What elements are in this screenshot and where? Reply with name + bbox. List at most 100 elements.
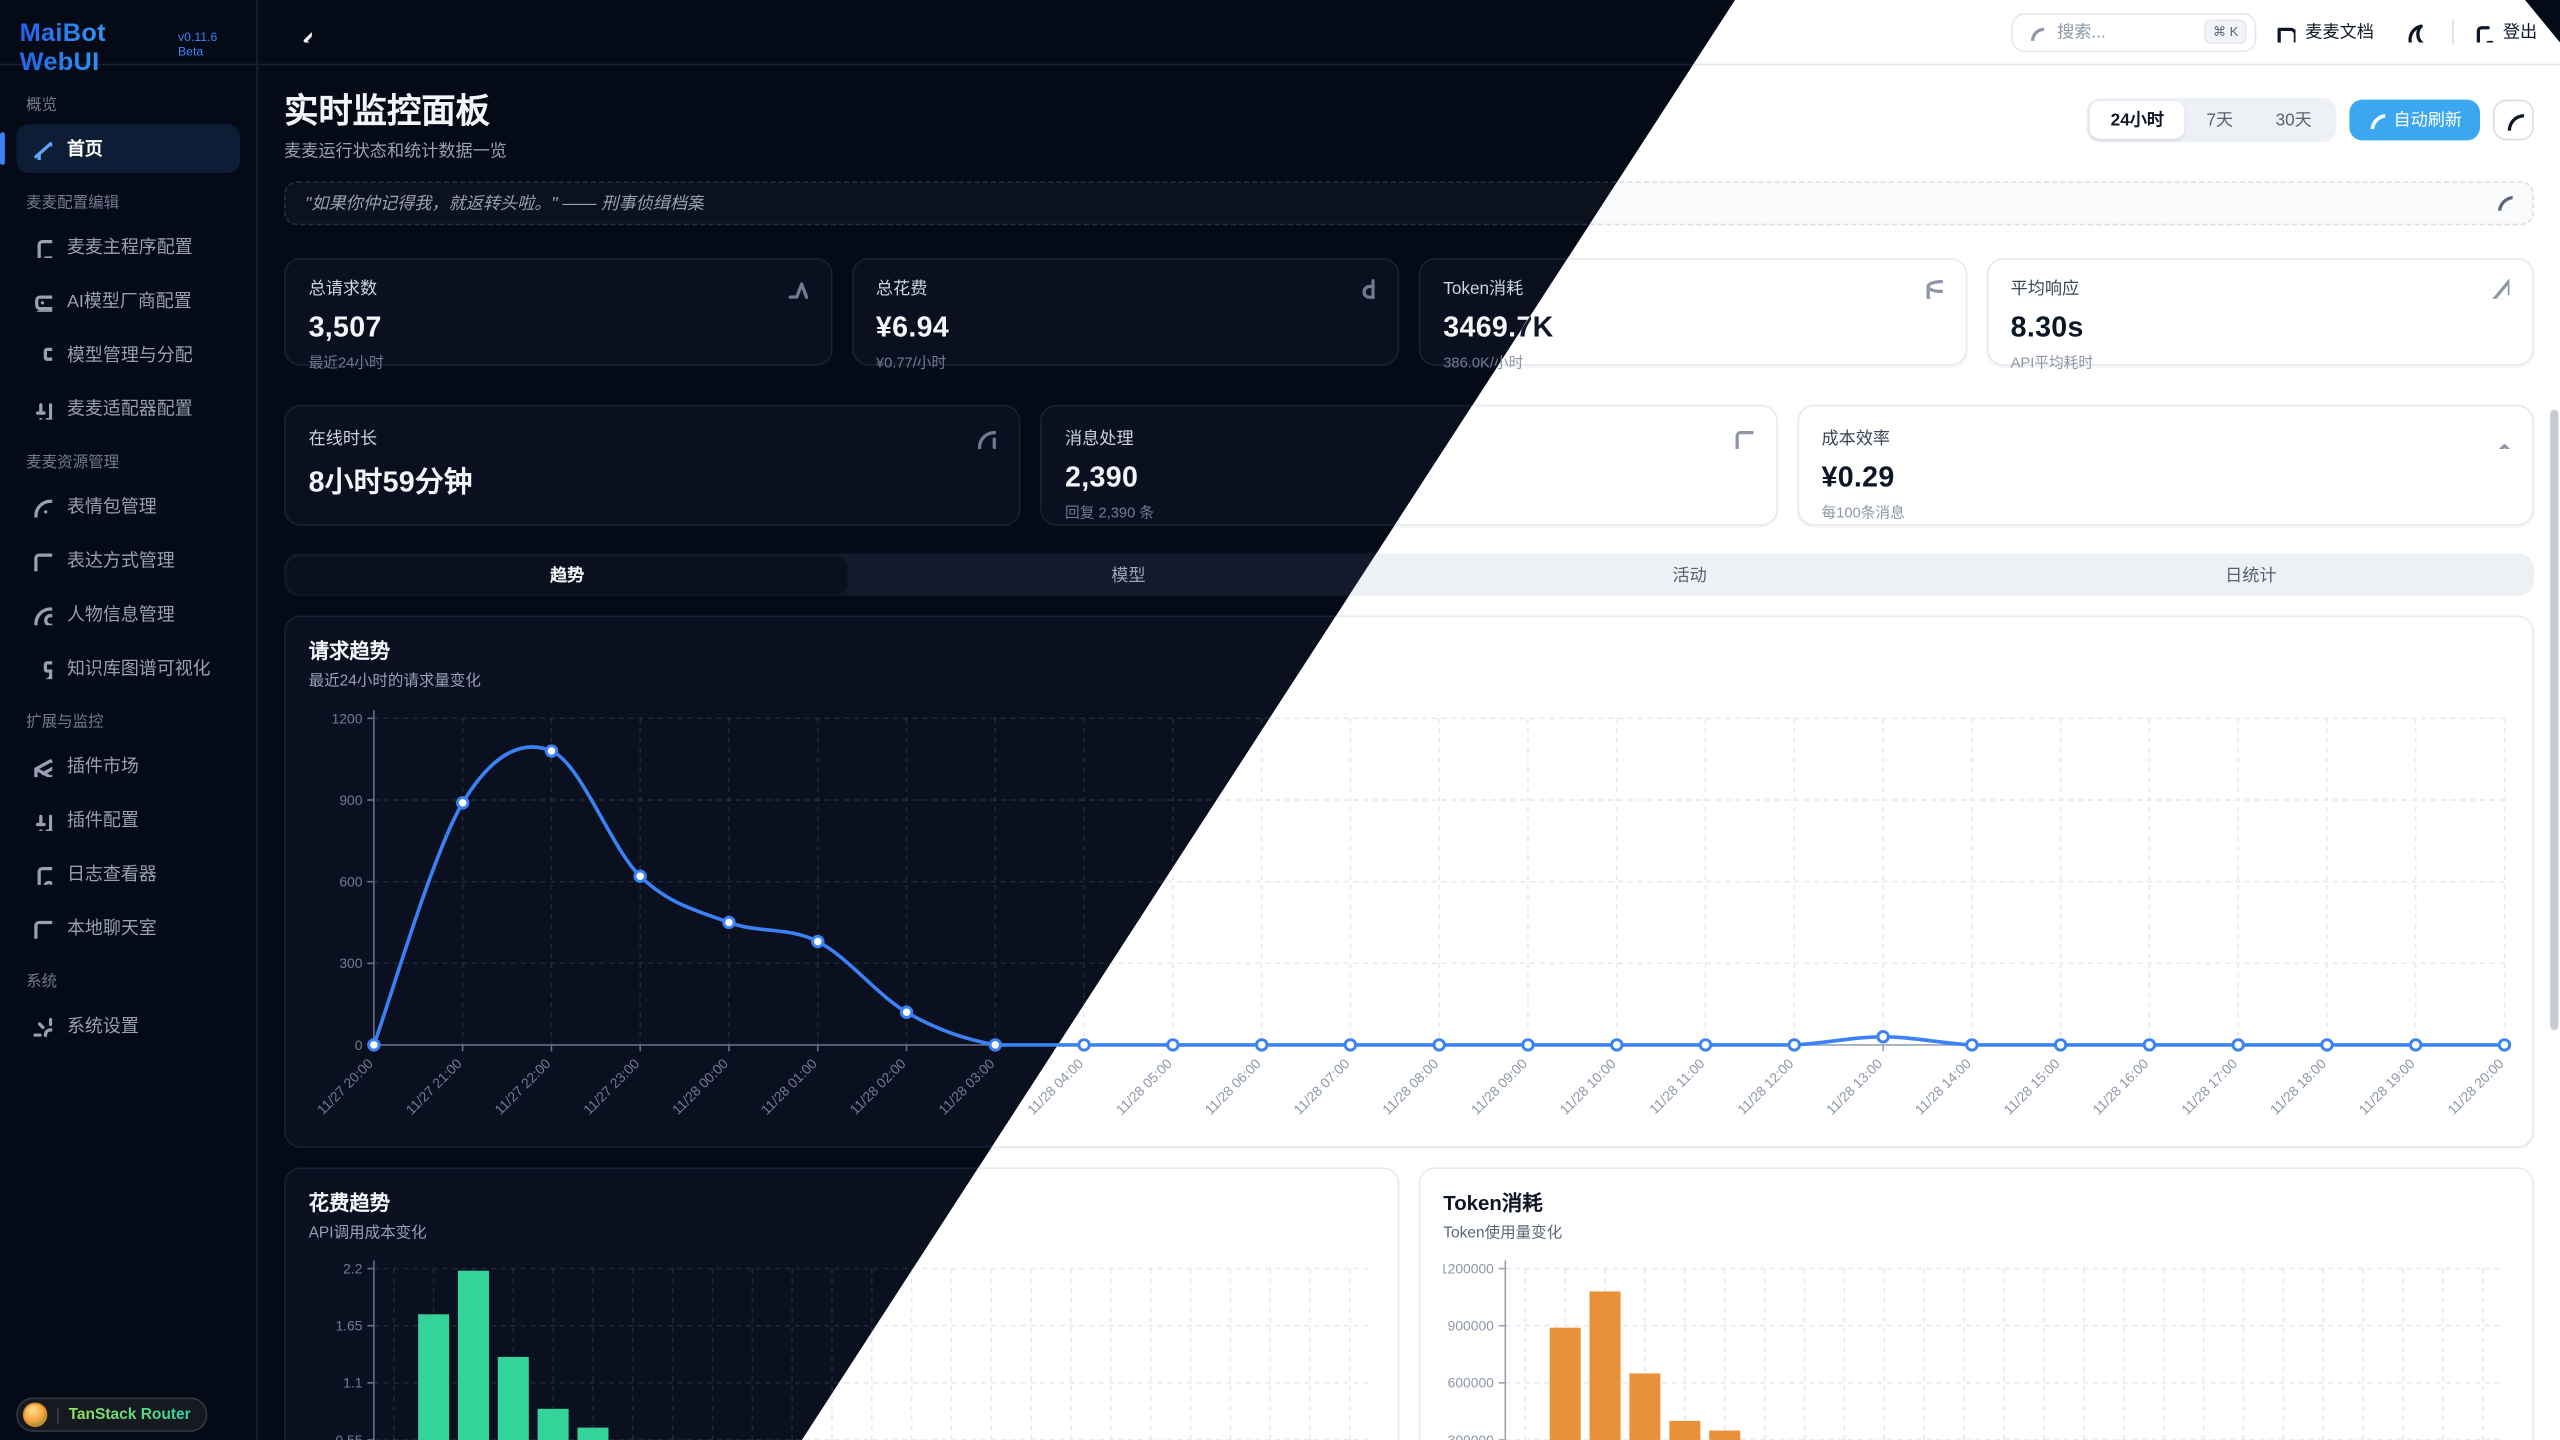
- sidebar-item-emoji-management[interactable]: 表情包管理: [16, 482, 240, 531]
- svg-text:300: 300: [339, 955, 362, 971]
- nav-group-config: 麦麦配置编辑: [26, 194, 120, 213]
- tanstack-router-devtools-badge[interactable]: TanStack Router: [16, 1397, 208, 1432]
- stat-sub: 每100条消息: [1821, 504, 1905, 521]
- svg-text:0: 0: [355, 1037, 363, 1053]
- docs-label: 麦麦文档: [2305, 22, 2374, 43]
- sidebar-item-label: 本地聊天室: [66, 919, 157, 939]
- svg-text:300000: 300000: [1448, 1432, 1495, 1440]
- svg-text:600: 600: [339, 874, 362, 890]
- sidebar-item-label: 人物信息管理: [66, 605, 175, 626]
- stat-label: 平均响应: [2010, 279, 2080, 299]
- user-circle-icon: [34, 606, 53, 625]
- auto-refresh-button[interactable]: 自动刷新: [2349, 99, 2480, 141]
- logout-button[interactable]: 登出: [2473, 20, 2537, 44]
- svg-text:11/27 21:00: 11/27 21:00: [402, 1055, 465, 1118]
- sidebar-item-system-settings[interactable]: 系统设置: [16, 1001, 240, 1050]
- svg-text:11/28 00:00: 11/28 00:00: [669, 1055, 732, 1118]
- sidebar-item-label: 麦麦主程序配置: [66, 238, 193, 258]
- sidebar-item-adapter-config[interactable]: 麦麦适配器配置: [16, 384, 240, 433]
- sidebar-item-label: 麦麦适配器配置: [66, 400, 193, 420]
- tab-activity[interactable]: 活动: [1672, 565, 1707, 586]
- sidebar-item-person-info[interactable]: 人物信息管理: [16, 589, 240, 638]
- svg-text:900000: 900000: [1448, 1318, 1495, 1334]
- logout-label: 登出: [2502, 22, 2538, 43]
- stat-label: 成本效率: [1821, 429, 1891, 449]
- boxes-icon: [35, 346, 53, 365]
- svg-text:11/28 17:00: 11/28 17:00: [2178, 1055, 2241, 1118]
- collapse-sidebar-button[interactable]: [281, 12, 320, 51]
- search-input[interactable]: [2053, 20, 2195, 44]
- svg-text:11/28 16:00: 11/28 16:00: [2089, 1055, 2152, 1118]
- chart-subtitle: API调用成本变化: [308, 1224, 427, 1243]
- theme-toggle-button[interactable]: [2393, 12, 2432, 51]
- sidebar-item-label: 系统设置: [66, 1017, 139, 1037]
- stat-card-total-requests: 总请求数 3,507 最近24小时: [284, 257, 832, 371]
- stat-value: 8小时59分钟: [308, 465, 473, 498]
- message-icon: [34, 552, 53, 571]
- tab-daily-stats[interactable]: 日统计: [2225, 565, 2277, 586]
- sidebar-item-ai-provider-config[interactable]: AI模型厂商配置: [16, 276, 240, 325]
- manual-refresh-button[interactable]: [2493, 99, 2534, 141]
- sidebar-item-label: 表达方式管理: [66, 551, 175, 572]
- file-text-icon: [37, 239, 53, 258]
- sidebar-item-expression-management[interactable]: 表达方式管理: [16, 536, 240, 585]
- stat-sub: 386.0K/小时: [1443, 351, 1942, 372]
- svg-text:11/28 02:00: 11/28 02:00: [846, 1055, 909, 1118]
- chart-subtitle: 最近24小时的请求量变化: [308, 672, 481, 691]
- svg-text:11/28 13:00: 11/28 13:00: [1823, 1055, 1886, 1118]
- svg-text:0.55: 0.55: [335, 1432, 362, 1440]
- sidebar-item-log-viewer[interactable]: 日志查看器: [16, 849, 240, 898]
- sidebar-item-label: 插件配置: [66, 811, 139, 832]
- app-version: v0.11.6 Beta: [178, 29, 218, 59]
- sidebar-item-knowledge-graph[interactable]: 知识库图谱可视化: [16, 643, 240, 692]
- page-title: 实时监控面板: [284, 93, 490, 131]
- topbar-right: ⌘ K 麦麦文档 登出: [2011, 12, 2537, 52]
- app-logo: MaiBot WebUI v0.11.6 Beta: [0, 0, 257, 77]
- tab-models[interactable]: 模型: [1111, 565, 1146, 586]
- svg-text:11/28 05:00: 11/28 05:00: [1113, 1055, 1176, 1118]
- sidebar-item-plugin-market[interactable]: 插件市场: [16, 741, 240, 790]
- nav-group-overview: 概览: [26, 96, 58, 115]
- stat-card-cost-efficiency: 成本效率 ¥0.29 每100条消息: [1796, 404, 2534, 526]
- sidebar-item-model-management[interactable]: 模型管理与分配: [16, 330, 240, 379]
- scrollbar-thumb[interactable]: [2550, 409, 2559, 1031]
- svg-text:11/28 01:00: 11/28 01:00: [758, 1055, 821, 1118]
- sidebar-item-home[interactable]: 首页: [0, 124, 241, 174]
- refresh-icon: [2506, 112, 2524, 130]
- svg-text:11/28 03:00: 11/28 03:00: [935, 1055, 998, 1118]
- sidebar-item-label: 日志查看器: [66, 865, 157, 885]
- package-icon: [34, 758, 53, 777]
- svg-text:11/28 19:00: 11/28 19:00: [2355, 1055, 2418, 1118]
- svg-text:1.1: 1.1: [343, 1375, 363, 1391]
- stat-sub: ¥0.77/小时: [875, 354, 947, 371]
- page-subtitle: 麦麦运行状态和统计数据一览: [284, 142, 507, 162]
- sidebar-item-main-config[interactable]: 麦麦主程序配置: [16, 222, 240, 271]
- svg-text:1200000: 1200000: [1443, 1260, 1494, 1276]
- svg-text:1.65: 1.65: [335, 1318, 362, 1334]
- svg-text:600000: 600000: [1448, 1375, 1495, 1391]
- devtools-label: TanStack Router: [68, 1405, 191, 1424]
- chevron-left-icon: [302, 29, 312, 43]
- chart-subtitle: Token使用量变化: [1443, 1224, 1563, 1243]
- stat-sub: 回复 2,390 条: [1065, 504, 1155, 521]
- range-24h-button[interactable]: 24小时: [2089, 101, 2186, 139]
- time-range-segmented: 24小时 7天 30天: [2086, 97, 2337, 143]
- search-shortcut-kbd: ⌘ K: [2204, 19, 2247, 45]
- tab-trends[interactable]: 趋势: [286, 555, 848, 594]
- sidebar-item-plugin-config[interactable]: 插件配置: [16, 795, 240, 844]
- gear-icon: [33, 1017, 53, 1036]
- sidebar-item-local-chatroom[interactable]: 本地聊天室: [16, 903, 240, 952]
- clock-icon: [978, 431, 997, 449]
- moon-icon: [2407, 24, 2424, 43]
- docs-button[interactable]: 麦麦文档: [2276, 20, 2374, 44]
- range-30d-button[interactable]: 30天: [2275, 111, 2312, 131]
- nav-group-extensions: 扩展与监控: [26, 713, 104, 732]
- token-usage-card: Token消耗 Token使用量变化 300000 600000 900000 120…: [1418, 1167, 2534, 1440]
- search-box[interactable]: ⌘ K: [2011, 12, 2257, 52]
- title-controls: 24小时 7天 30天 自动刷新: [2086, 97, 2534, 143]
- svg-text:11/28 15:00: 11/28 15:00: [2000, 1055, 2063, 1118]
- quote-refresh-button[interactable]: [2495, 189, 2531, 229]
- stat-label: 总请求数: [308, 279, 378, 299]
- range-7d-button[interactable]: 7天: [2206, 111, 2234, 131]
